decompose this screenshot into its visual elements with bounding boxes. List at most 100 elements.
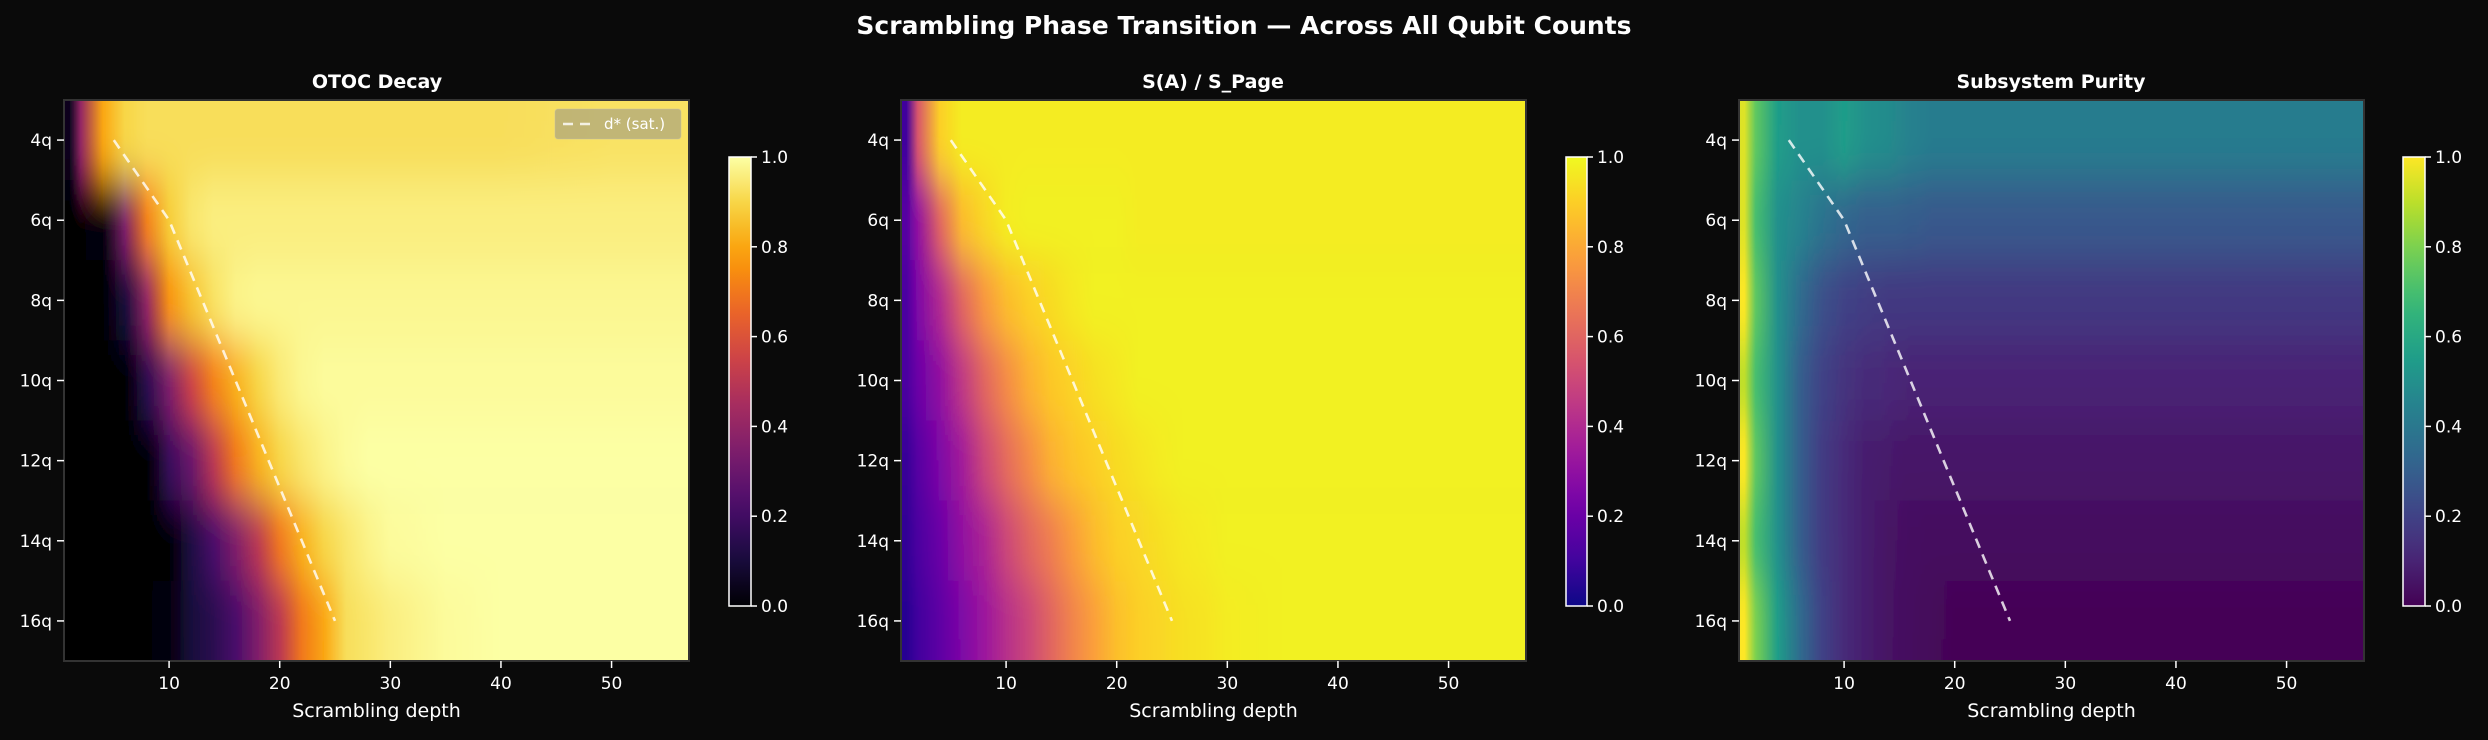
- panels: OTOC Decay 4q 6q 8q 10q 12q 14q 16q 10 20 30 40 50 Sc…: [20, 71, 2462, 722]
- heatmap: [1739, 100, 2364, 661]
- heatmap-row-6q: [1739, 180, 2364, 261]
- x-tick-label: 30: [380, 674, 402, 694]
- colorbar-tick-label: 0.6: [2435, 328, 2462, 348]
- colorbar-gradient: [1565, 156, 1588, 607]
- heatmap-row-12q: [64, 420, 689, 501]
- colorbar-tick-label: 1.0: [2435, 148, 2462, 168]
- y-tick-label: 12q: [20, 452, 52, 472]
- x-tick-label: 40: [490, 674, 512, 694]
- heatmap-row-14q: [64, 500, 689, 581]
- colorbar-tick-label: 0.4: [761, 417, 788, 437]
- y-tick-label: 8q: [30, 291, 52, 311]
- colorbar-tick-label: 1.0: [761, 148, 788, 168]
- y-tick-label: 4q: [30, 131, 52, 151]
- x-axis-label: Scrambling depth: [1967, 700, 2136, 722]
- x-tick-label: 30: [1217, 674, 1239, 694]
- figure-title: Scrambling Phase Transition — Across All…: [856, 11, 1631, 40]
- heatmap-row-10q: [1739, 340, 2364, 421]
- saturation-depth-line: [112, 139, 337, 622]
- x-tick-label: 40: [2165, 674, 2187, 694]
- panel-title: OTOC Decay: [312, 71, 443, 93]
- heatmap: [901, 100, 1526, 661]
- x-tick-label: 20: [269, 674, 291, 694]
- heatmap-row-12q: [901, 420, 1526, 501]
- heatmap-row-16q: [901, 580, 1526, 661]
- x-axis-label: Scrambling depth: [1129, 700, 1298, 722]
- x-tick-label: 30: [2055, 674, 2077, 694]
- heatmap-row-14q: [901, 500, 1526, 581]
- y-tick-label: 6q: [30, 211, 52, 231]
- x-tick-label: 10: [1833, 674, 1855, 694]
- y-tick-label: 6q: [1705, 211, 1727, 231]
- y-tick-label: 12q: [857, 452, 889, 472]
- y-tick-label: 16q: [857, 612, 889, 632]
- y-tick-label: 6q: [867, 211, 889, 231]
- y-tick-label: 10q: [857, 372, 889, 392]
- x-tick-label: 40: [1327, 674, 1349, 694]
- heatmap-row-6q: [64, 180, 689, 261]
- y-tick-label: 12q: [1695, 452, 1727, 472]
- saturation-depth-line: [949, 139, 1174, 622]
- heatmap-row-8q: [901, 260, 1526, 341]
- y-tick-label: 16q: [1695, 612, 1727, 632]
- colorbar-tick-label: 0.8: [1597, 238, 1624, 258]
- x-tick-label: 20: [1106, 674, 1128, 694]
- colorbar-tick-label: 0.4: [1597, 417, 1624, 437]
- y-tick-label: 4q: [867, 131, 889, 151]
- x-tick-label: 50: [601, 674, 623, 694]
- heatmap-row-4q: [901, 100, 1526, 181]
- y-tick-label: 16q: [20, 612, 52, 632]
- heatmap: [64, 100, 689, 661]
- colorbar: 0.0 0.2 0.4 0.6 0.8 1.0: [1565, 148, 1624, 617]
- heatmap-row-14q: [1739, 500, 2364, 581]
- colorbar-gradient: [2402, 156, 2426, 607]
- panel-title: S(A) / S_Page: [1142, 71, 1284, 93]
- colorbar-tick-label: 0.8: [2435, 238, 2462, 258]
- heatmap-row-8q: [1739, 260, 2364, 341]
- saturation-depth-line: [1787, 139, 2012, 622]
- colorbar-gradient: [728, 156, 752, 607]
- colorbar: 0.0 0.2 0.4 0.6 0.8 1.0: [728, 148, 788, 617]
- legend-label: d* (sat.): [604, 115, 665, 133]
- colorbar-tick-label: 1.0: [1597, 148, 1624, 168]
- x-tick-label: 50: [1438, 674, 1460, 694]
- y-tick-label: 14q: [20, 532, 52, 552]
- colorbar: 0.0 0.2 0.4 0.6 0.8 1.0: [2402, 148, 2462, 617]
- heatmap-row-8q: [64, 260, 689, 341]
- legend-box: [554, 108, 682, 140]
- colorbar-tick-label: 0.0: [1597, 597, 1624, 617]
- colorbar-tick-label: 0.0: [761, 597, 788, 617]
- x-tick-label: 10: [158, 674, 180, 694]
- x-tick-label: 20: [1944, 674, 1966, 694]
- heatmap-row-16q: [64, 580, 689, 661]
- panel-2: S(A) / S_Page 4q 6q 8q 10q 12q 14q 16q 10 20 30 40 5…: [857, 71, 1624, 722]
- colorbar-tick-label: 0.2: [761, 507, 788, 527]
- colorbar-tick-label: 0.4: [2435, 417, 2462, 437]
- colorbar-tick-label: 0.2: [1597, 507, 1624, 527]
- heatmap-row-4q: [1739, 100, 2364, 181]
- heatmap-row-12q: [1739, 420, 2364, 501]
- heatmap-row-6q: [901, 180, 1526, 261]
- x-tick-label: 50: [2276, 674, 2298, 694]
- heatmap-row-16q: [1739, 580, 2364, 661]
- x-axis-label: Scrambling depth: [292, 700, 461, 722]
- heatmap-row-10q: [64, 340, 689, 421]
- colorbar-tick-label: 0.2: [2435, 507, 2462, 527]
- x-tick-label: 10: [995, 674, 1017, 694]
- y-tick-label: 10q: [20, 372, 52, 392]
- colorbar-tick-label: 0.8: [761, 238, 788, 258]
- y-tick-label: 14q: [1695, 532, 1727, 552]
- y-tick-label: 10q: [1695, 372, 1727, 392]
- heatmap-row-10q: [901, 340, 1526, 421]
- colorbar-tick-label: 0.0: [2435, 597, 2462, 617]
- panel-3: Subsystem Purity 4q 6q 8q 10q 12q 14q 16q 10 20 30…: [1695, 71, 2462, 722]
- colorbar-tick-label: 0.6: [761, 328, 788, 348]
- legend: d* (sat.): [554, 108, 682, 140]
- y-tick-label: 14q: [857, 532, 889, 552]
- y-tick-label: 4q: [1705, 131, 1727, 151]
- y-tick-label: 8q: [867, 291, 889, 311]
- panel-title: Subsystem Purity: [1957, 71, 2147, 93]
- colorbar-tick-label: 0.6: [1597, 328, 1624, 348]
- y-tick-label: 8q: [1705, 291, 1727, 311]
